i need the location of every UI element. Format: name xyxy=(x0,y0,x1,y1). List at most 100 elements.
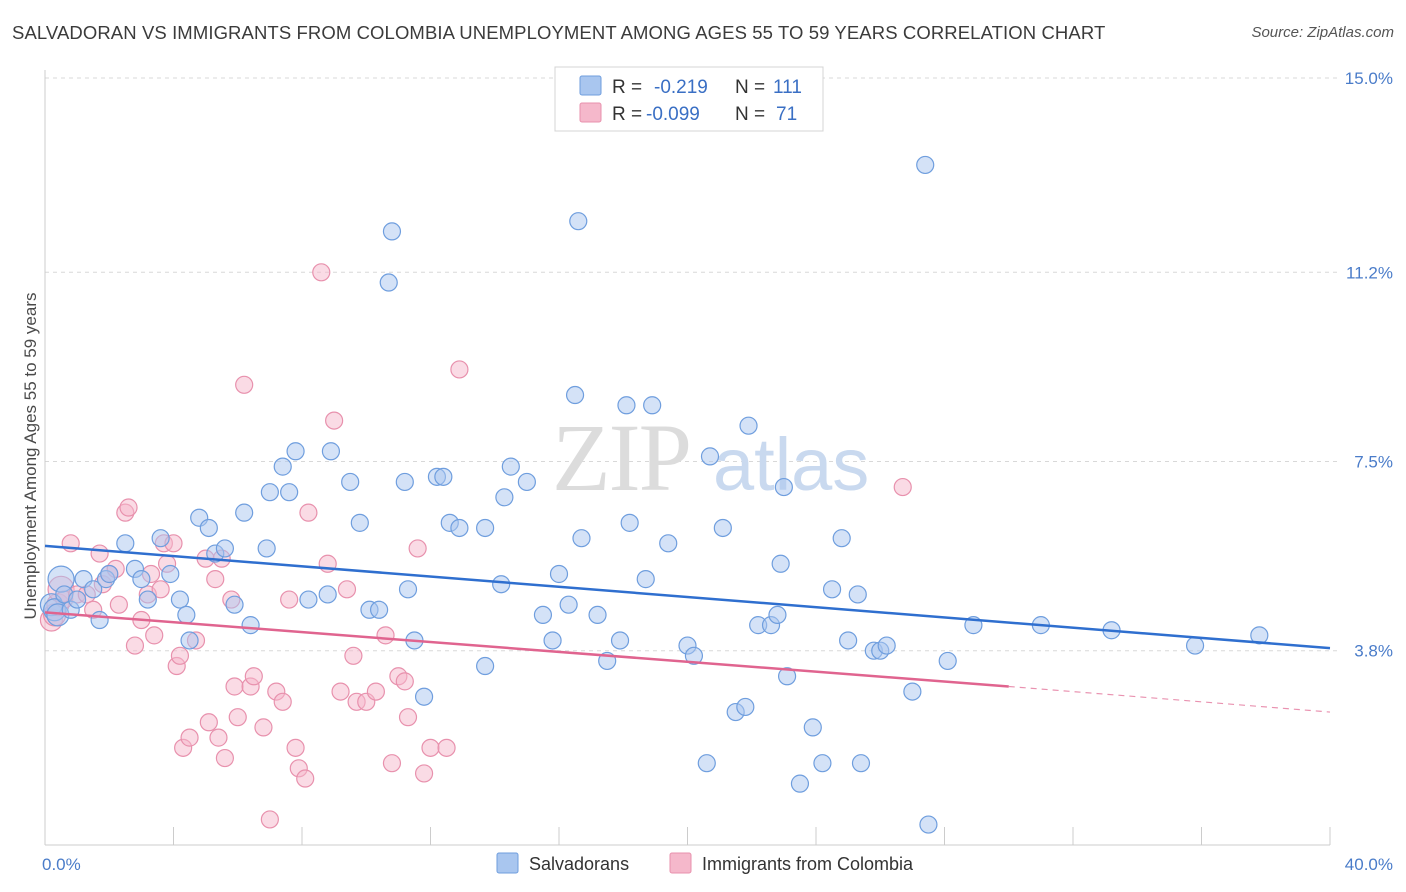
salvadoran-point xyxy=(1185,636,1205,655)
trend-lines xyxy=(44,544,1331,713)
salvadoran-point xyxy=(138,590,157,609)
salvadoran-point xyxy=(235,503,254,522)
colombia-point xyxy=(437,738,456,757)
legend-bottom: Salvadorans Immigrants from Colombia xyxy=(496,852,914,874)
salvadoran-point xyxy=(132,570,151,589)
salvadoran-point xyxy=(533,605,553,625)
salvadoran-point xyxy=(617,396,636,415)
salvadoran-point xyxy=(684,646,704,665)
salvadoran-point xyxy=(225,595,244,614)
colombia-point xyxy=(206,570,225,589)
salvadoran-point xyxy=(643,396,662,415)
salvadoran-point xyxy=(68,590,87,609)
salvadoran-point xyxy=(877,636,896,655)
salvadoran-point xyxy=(318,585,337,604)
y-tick-label: 3.8% xyxy=(1354,642,1393,661)
salvadoran-point xyxy=(777,667,797,686)
colombia-point xyxy=(90,544,109,563)
legend-r-label: R = xyxy=(612,77,642,98)
colombia-point xyxy=(244,667,263,686)
colombia-point xyxy=(312,263,331,282)
colombia-point xyxy=(254,718,273,737)
colombia-point xyxy=(382,754,402,773)
gridlines xyxy=(45,77,1338,652)
salvadoran-point xyxy=(100,564,119,584)
legend-n-label: N = xyxy=(735,104,765,125)
salvadoran-point xyxy=(919,815,938,834)
salvadoran-point xyxy=(299,590,318,609)
legend-bottom-swatch-colombia xyxy=(669,852,692,874)
series-colombia-points xyxy=(39,263,912,829)
colombia-point xyxy=(421,738,440,757)
colombia-point xyxy=(125,636,145,655)
salvadoran-point xyxy=(1250,626,1269,645)
colombia-point xyxy=(151,580,170,599)
salvadoran-point xyxy=(543,631,562,650)
salvadoran-point xyxy=(260,483,279,502)
salvadoran-point xyxy=(450,518,469,538)
colombia-point xyxy=(180,728,199,747)
source-label: Source: ZipAtlas.com xyxy=(1251,24,1394,41)
salvadorans-trend-line xyxy=(44,544,1331,650)
salvadoran-point xyxy=(903,682,922,701)
series-salvadorans-points xyxy=(39,155,1269,834)
legend-r-value: -0.099 xyxy=(646,104,700,125)
salvadoran-point xyxy=(379,273,398,292)
y-tick-label: 7.5% xyxy=(1354,453,1393,472)
salvadoran-point xyxy=(790,774,810,793)
salvadoran-point xyxy=(832,529,851,548)
legend-r-value: -0.219 xyxy=(654,77,708,98)
salvadoran-point xyxy=(659,534,678,553)
salvadoran-point xyxy=(280,483,299,502)
salvadoran-point xyxy=(321,442,341,461)
chart-title: SALVADORAN VS IMMIGRANTS FROM COLOMBIA U… xyxy=(12,22,1106,43)
salvadoran-point xyxy=(177,605,196,625)
salvadoran-point xyxy=(736,697,755,717)
salvadoran-point xyxy=(476,518,495,538)
colombia-point xyxy=(893,477,912,497)
colombia-point xyxy=(199,713,218,732)
salvadoran-point xyxy=(151,529,170,548)
y-tick-label: 11.2% xyxy=(1346,263,1393,282)
salvadoran-point xyxy=(286,442,305,461)
colombia-point xyxy=(109,595,128,614)
legend-r-label: R = xyxy=(612,104,642,125)
salvadoran-point xyxy=(370,600,389,619)
salvadoran-point xyxy=(199,518,218,538)
salvadoran-point xyxy=(572,529,591,548)
salvadoran-point xyxy=(700,447,720,466)
salvadoran-point xyxy=(273,457,292,476)
colombia-point xyxy=(296,769,315,788)
colombia-point xyxy=(331,682,350,701)
salvadoran-point xyxy=(501,457,520,476)
salvadoran-point xyxy=(839,631,858,650)
salvadoran-point xyxy=(610,631,630,650)
salvadoran-point xyxy=(768,605,787,625)
colombia-point xyxy=(260,810,279,829)
colombia-point xyxy=(119,498,138,517)
salvadoran-point xyxy=(90,610,109,630)
salvadoran-point xyxy=(774,477,793,497)
colombia-point xyxy=(273,692,292,711)
colombia-trend-line xyxy=(44,611,1009,688)
legend-n-value: 71 xyxy=(776,104,797,125)
legend-swatch-salvadorans xyxy=(579,75,602,96)
salvadoran-point xyxy=(116,534,135,553)
tick-labels: 3.8% 7.5% 11.2% 15.0% 0.0% 40.0% xyxy=(42,69,1393,874)
salvadoran-point xyxy=(549,564,569,584)
salvadoran-point xyxy=(822,580,842,599)
colombia-point xyxy=(325,411,344,430)
salvadoran-point xyxy=(588,605,607,625)
legend-bottom-label-colombia: Immigrants from Colombia xyxy=(702,854,914,874)
y-tick-label: 15.0% xyxy=(1345,69,1393,88)
salvadoran-point xyxy=(414,687,434,706)
salvadoran-point xyxy=(848,585,867,604)
colombia-point xyxy=(215,748,234,768)
colombia-point xyxy=(344,646,363,665)
legend-n-label: N = xyxy=(735,77,765,98)
salvadoran-point xyxy=(395,472,414,492)
colombia-point xyxy=(395,672,414,691)
axes xyxy=(44,70,1331,846)
salvadoran-point xyxy=(492,575,511,594)
colombia-point xyxy=(414,764,434,783)
